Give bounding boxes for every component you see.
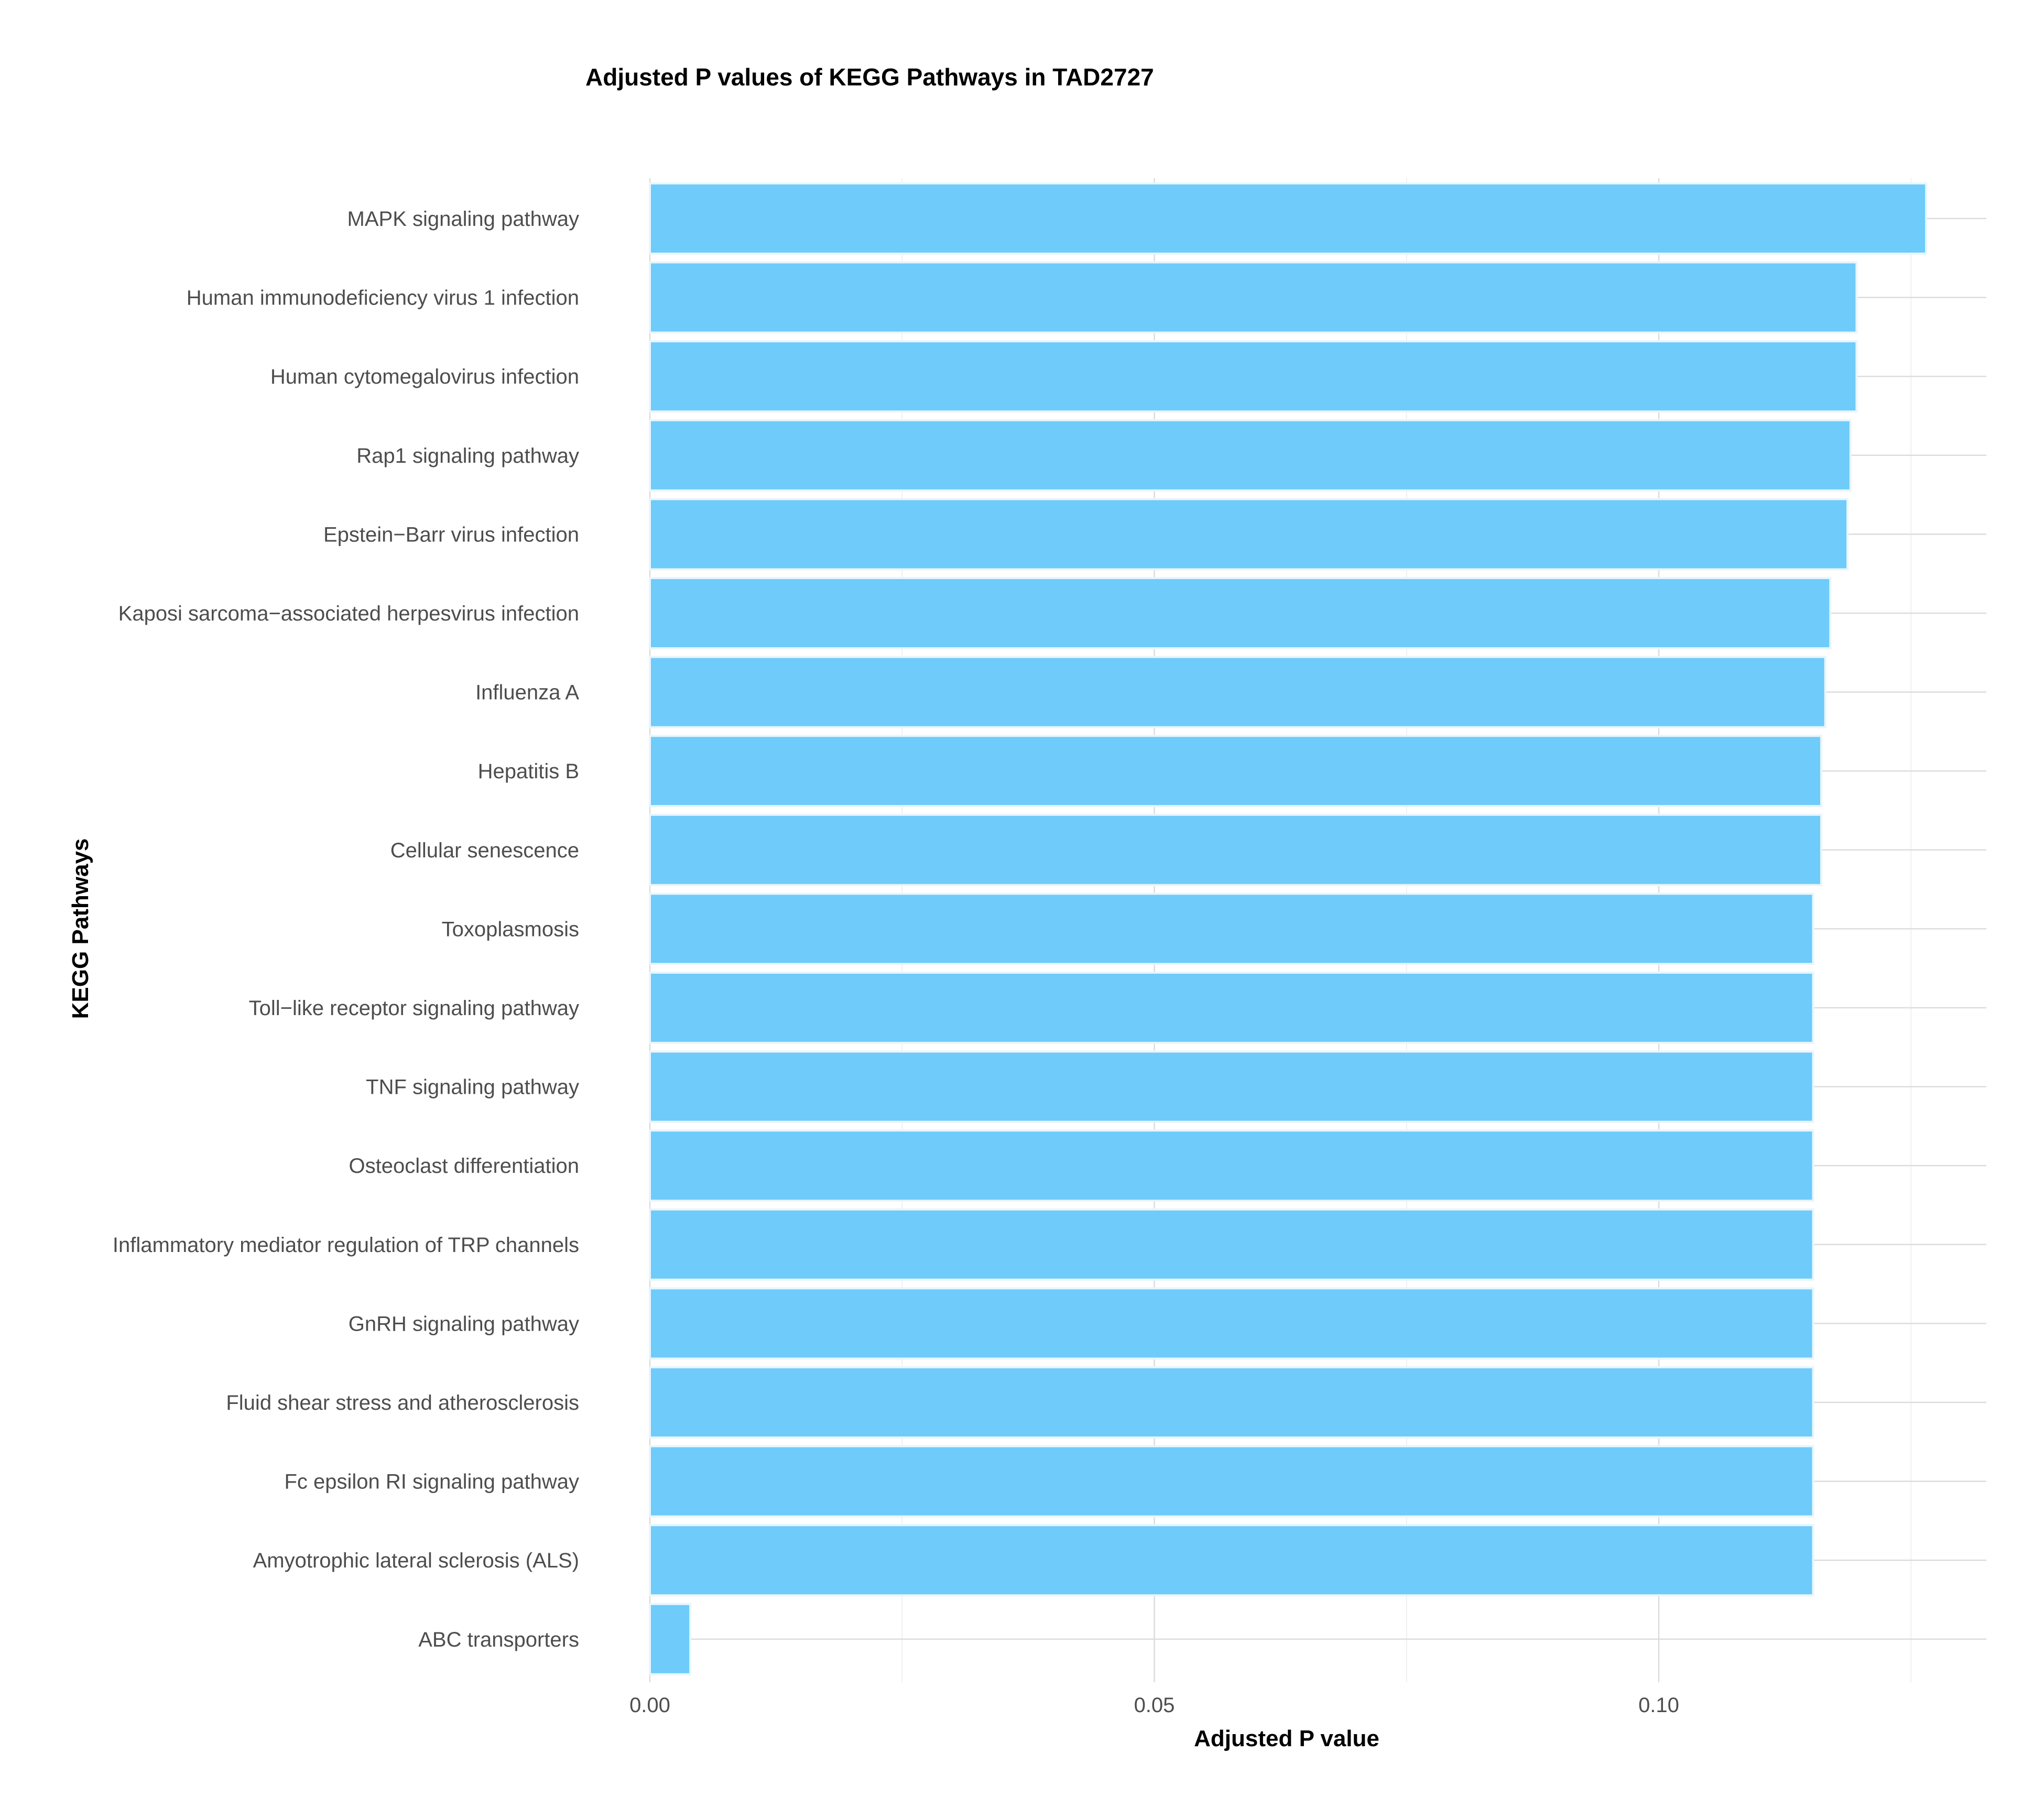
bar — [649, 340, 1858, 413]
y-tick-label: GnRH signaling pathway — [349, 1312, 579, 1335]
bars — [649, 182, 1928, 1675]
y-tick-label: Amyotrophic lateral sclerosis (ALS) — [253, 1549, 579, 1572]
bar — [649, 1603, 691, 1675]
bar — [649, 577, 1832, 649]
y-tick-label: Influenza A — [475, 681, 579, 704]
bar — [649, 1524, 1814, 1597]
y-tick-label: Human cytomegalovirus infection — [270, 365, 579, 388]
x-tick-label: 0.10 — [1638, 1694, 1679, 1717]
bar — [649, 972, 1814, 1044]
y-tick-label: Epstein−Barr virus infection — [323, 523, 579, 546]
y-tick-label: Human immunodeficiency virus 1 infection — [187, 287, 579, 310]
bar — [649, 1366, 1814, 1439]
bar — [649, 261, 1858, 334]
y-tick-label: Fc epsilon RI signaling pathway — [284, 1471, 579, 1494]
y-axis-title: KEGG Pathways — [68, 838, 93, 1019]
bar — [649, 735, 1822, 808]
y-tick-label: Toll−like receptor signaling pathway — [249, 997, 579, 1020]
x-tick-label: 0.05 — [1134, 1694, 1175, 1717]
bar — [649, 182, 1928, 255]
y-tick-label: Fluid shear stress and atherosclerosis — [226, 1391, 579, 1414]
bar — [649, 1445, 1814, 1518]
y-tick-label: TNF signaling pathway — [366, 1076, 579, 1099]
bar — [649, 1050, 1814, 1123]
y-tick-label: Cellular senescence — [390, 839, 579, 862]
y-tick-label: Osteoclast differentiation — [349, 1154, 579, 1178]
x-axis-title: Adjusted P value — [1194, 1726, 1379, 1751]
y-tick-label: Hepatitis B — [478, 760, 579, 783]
chart-title: Adjusted P values of KEGG Pathways in TA… — [585, 63, 1154, 91]
bar — [649, 498, 1849, 571]
bar — [649, 1287, 1814, 1360]
y-tick-label: Inflammatory mediator regulation of TRP … — [113, 1234, 579, 1257]
y-tick-label: Toxoplasmosis — [442, 918, 579, 941]
bar — [649, 419, 1852, 492]
bar — [649, 813, 1822, 886]
y-tick-label: Kaposi sarcoma−associated herpesvirus in… — [118, 602, 579, 625]
x-tick-label: 0.00 — [629, 1694, 670, 1717]
bar — [649, 656, 1826, 728]
x-tick-labels: 0.00 0.05 0.10 — [629, 1694, 1679, 1717]
bar — [649, 1129, 1814, 1202]
y-tick-label: ABC transporters — [418, 1628, 579, 1651]
bar — [649, 1208, 1814, 1281]
bar — [649, 892, 1814, 965]
y-tick-labels: MAPK signaling pathway Human immunodefici… — [113, 208, 579, 1651]
y-tick-label: MAPK signaling pathway — [347, 208, 579, 231]
y-tick-label: Rap1 signaling pathway — [356, 444, 579, 467]
